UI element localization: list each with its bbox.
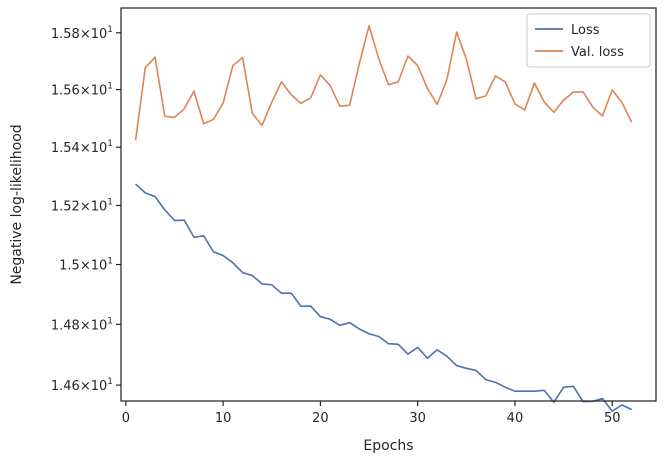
y-tick-base: 10 — [91, 27, 108, 42]
y-tick-times-sign: × — [80, 318, 91, 333]
y-tick-label: 1.46×101 — [51, 377, 113, 394]
x-tick-label: 30 — [409, 411, 426, 426]
y-tick-exponent: 1 — [107, 82, 113, 92]
y-tick-exponent: 1 — [107, 139, 113, 149]
x-tick-label: 50 — [604, 411, 621, 426]
y-tick-mantissa: 1.56 — [51, 84, 80, 99]
series-line-1 — [134, 24, 633, 141]
legend-frame — [526, 13, 651, 68]
y-tick-base: 10 — [91, 141, 108, 156]
y-tick-exponent: 1 — [107, 257, 113, 267]
x-tick-label: 0 — [122, 411, 130, 426]
y-tick-mantissa: 1.5 — [59, 259, 80, 274]
y-tick-exponent: 1 — [107, 377, 113, 387]
y-tick-times-sign: × — [80, 199, 91, 214]
y-tick-label: 1.56×101 — [51, 82, 113, 99]
y-tick-base: 10 — [91, 259, 108, 274]
y-axis-title: Negative log-likelihood — [9, 124, 25, 284]
y-tick-times-sign: × — [80, 141, 91, 156]
y-tick-times-sign: × — [80, 379, 91, 394]
y-tick-exponent: 1 — [107, 197, 113, 207]
y-tick-base: 10 — [91, 84, 108, 99]
y-tick-times-sign: × — [80, 259, 91, 274]
x-tick-label: 10 — [215, 411, 232, 426]
y-tick-label: 1.54×101 — [51, 139, 113, 156]
y-tick-times-sign: × — [80, 84, 91, 99]
y-tick-label: 1.58×101 — [51, 25, 113, 42]
series-lines — [134, 24, 633, 412]
y-tick-mantissa: 1.58 — [51, 27, 80, 42]
y-tick-label: 1.5×101 — [59, 257, 113, 274]
x-tick-label: 20 — [312, 411, 329, 426]
x-axis-title: Epochs — [363, 438, 413, 454]
legend: Loss Val. loss — [526, 13, 651, 68]
y-tick-label: 1.52×101 — [51, 197, 113, 214]
series-line-0 — [135, 183, 633, 412]
plot-frame — [120, 7, 657, 402]
x-axis: 0 10 20 30 40 50 — [122, 401, 621, 426]
y-tick-exponent: 1 — [107, 316, 113, 326]
y-axis: 1.46×1011.48×1011.5×1011.52×1011.54×1011… — [51, 25, 121, 394]
y-tick-base: 10 — [91, 199, 108, 214]
y-tick-label: 1.48×101 — [51, 316, 113, 333]
legend-label-0: Loss — [571, 23, 600, 38]
y-tick-mantissa: 1.54 — [51, 141, 80, 156]
y-tick-mantissa: 1.48 — [51, 318, 80, 333]
y-tick-mantissa: 1.46 — [51, 379, 80, 394]
x-tick-label: 40 — [507, 411, 524, 426]
legend-label-1: Val. loss — [571, 45, 624, 60]
y-tick-base: 10 — [91, 379, 108, 394]
y-tick-exponent: 1 — [107, 25, 113, 35]
y-tick-times-sign: × — [80, 27, 91, 42]
y-tick-mantissa: 1.52 — [51, 199, 80, 214]
y-tick-base: 10 — [91, 318, 108, 333]
